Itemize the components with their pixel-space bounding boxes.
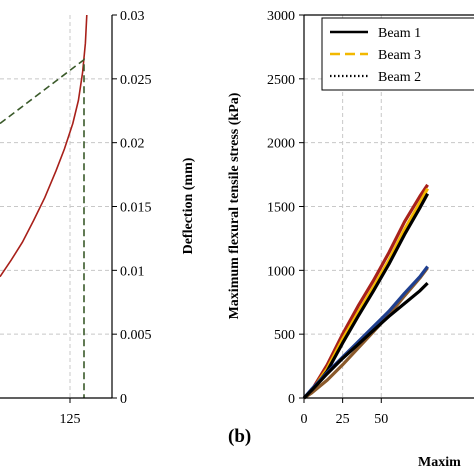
panel-a-series-line-1 [0,58,85,398]
panel-a-y2-axis-title: Deflection (mm) [181,157,196,254]
panel-a-series-line-0 [0,14,88,278]
panel-b-legend: Beam 1 Beam 3 Beam 2 [321,17,474,91]
panel-b-y-axis-title: Maximum flexural tensile stress (kPa) [227,92,242,319]
panel-a-y2-ticks: 0 0.005 0.01 0.015 0.02 0.025 0.03 [120,9,152,407]
panel-b-y-tick-label: 2500 [267,73,295,88]
panel-a-grid [0,15,112,398]
panel-b-y-tick-label: 2000 [267,137,295,152]
panel-a-y2-tick-label: 0.025 [120,73,152,88]
panel-b-x-tick-label: 25 [336,412,350,427]
panel-a-axes [0,14,117,403]
panel-b-y-tick-label: 1000 [267,264,295,279]
panel-b-legend-label: Beam 2 [378,70,421,85]
panel-a-y2-tick-label: 0.02 [120,137,145,152]
panel-b-y-ticks: 0 500 1000 1500 2000 2500 3000 [267,9,295,407]
panel-a-y2-tick-label: 0.005 [120,328,152,343]
panel-a-series [0,14,88,398]
panel-b-legend-label: Beam 1 [378,26,421,41]
panel-b-x-ticks: 0 25 50 [301,412,389,427]
panel-b-y-tick-label: 0 [288,392,295,407]
panel-b-label: (b) [228,426,251,447]
panel-b-series [302,183,430,400]
panel-a-y2-tick-label: 0.015 [120,201,152,216]
panel-b: 0 500 1000 1500 2000 2500 3000 0 25 50 Maximum f… [227,9,474,470]
panel-b-x-tick-label: 50 [374,412,388,427]
panel-b-x-tick-label: 0 [301,412,308,427]
panel-b-y-tick-label: 500 [274,328,295,343]
panel-b-y-tick-label: 3000 [267,9,295,24]
panel-b-x-axis-title: Maxim [418,455,461,470]
panel-b-legend-label: Beam 3 [378,48,421,63]
panel-a-x-ticks: 125 [60,412,81,427]
panel-a: 0 0.005 0.01 0.015 0.02 0.025 0.03 125 Deflect… [0,9,196,427]
panel-a-y2-tick-label: 0 [120,392,127,407]
panel-b-axes [299,14,474,403]
panel-b-y-tick-label: 1500 [267,201,295,216]
panel-a-x-tick-label: 125 [60,412,81,427]
panel-a-y2-tick-label: 0.01 [120,264,145,279]
panel-a-y2-tick-label: 0.03 [120,9,145,24]
panel-b-series-line-5 [302,281,429,400]
